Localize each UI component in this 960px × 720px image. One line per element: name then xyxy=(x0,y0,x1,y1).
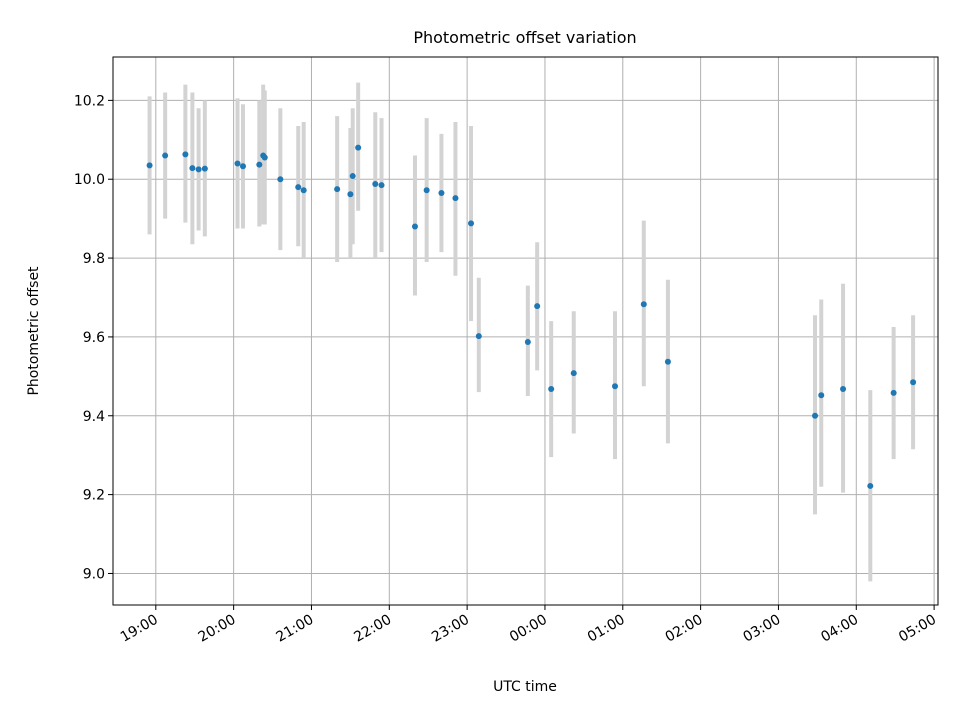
y-tick-label: 9.2 xyxy=(83,488,105,504)
y-tick-label: 9.8 xyxy=(83,251,105,267)
y-axis-label: Photometric offset xyxy=(26,266,42,396)
x-axis-label: UTC time xyxy=(493,679,557,695)
data-point xyxy=(411,223,418,230)
data-point xyxy=(867,482,874,489)
grid xyxy=(113,57,938,605)
y-tick-label: 9.6 xyxy=(83,330,105,346)
data-point xyxy=(812,412,819,419)
data-points xyxy=(146,144,917,489)
data-point xyxy=(334,186,341,193)
data-point xyxy=(295,184,302,191)
y-axis-ticks: 9.0 9.2 9.4 9.6 9.8 10.0 10.2 xyxy=(74,93,113,582)
data-point xyxy=(261,154,268,161)
data-point xyxy=(548,385,555,392)
y-tick-label: 10.2 xyxy=(74,93,105,109)
data-point xyxy=(239,163,246,170)
data-point xyxy=(182,151,189,158)
data-point xyxy=(468,220,475,227)
data-point xyxy=(347,191,354,198)
data-point xyxy=(534,303,541,310)
data-point xyxy=(378,182,385,189)
data-point xyxy=(300,187,307,194)
data-point xyxy=(890,389,897,396)
data-point xyxy=(570,370,577,377)
data-point xyxy=(524,339,531,346)
data-point xyxy=(640,301,647,308)
data-point xyxy=(355,144,362,151)
plot-frame xyxy=(112,56,939,606)
data-point xyxy=(612,383,619,390)
data-point xyxy=(840,385,847,392)
data-point xyxy=(664,358,671,365)
data-point xyxy=(818,392,825,399)
data-point xyxy=(372,180,379,187)
data-point xyxy=(423,187,430,194)
chart-title: Photometric offset variation xyxy=(413,28,636,47)
data-point xyxy=(452,195,459,202)
data-point xyxy=(277,176,284,183)
y-tick-label: 9.4 xyxy=(83,409,105,425)
data-point xyxy=(438,190,445,197)
data-point xyxy=(195,166,202,173)
data-point xyxy=(162,152,169,159)
data-point xyxy=(475,333,482,340)
y-tick-label: 10.0 xyxy=(74,172,105,188)
data-point xyxy=(189,165,196,172)
data-point xyxy=(146,162,153,169)
data-point xyxy=(910,379,917,386)
y-tick-label: 9.0 xyxy=(83,566,105,582)
data-point xyxy=(234,160,241,167)
data-point xyxy=(201,165,208,172)
data-point xyxy=(256,161,263,168)
data-point xyxy=(349,173,356,180)
